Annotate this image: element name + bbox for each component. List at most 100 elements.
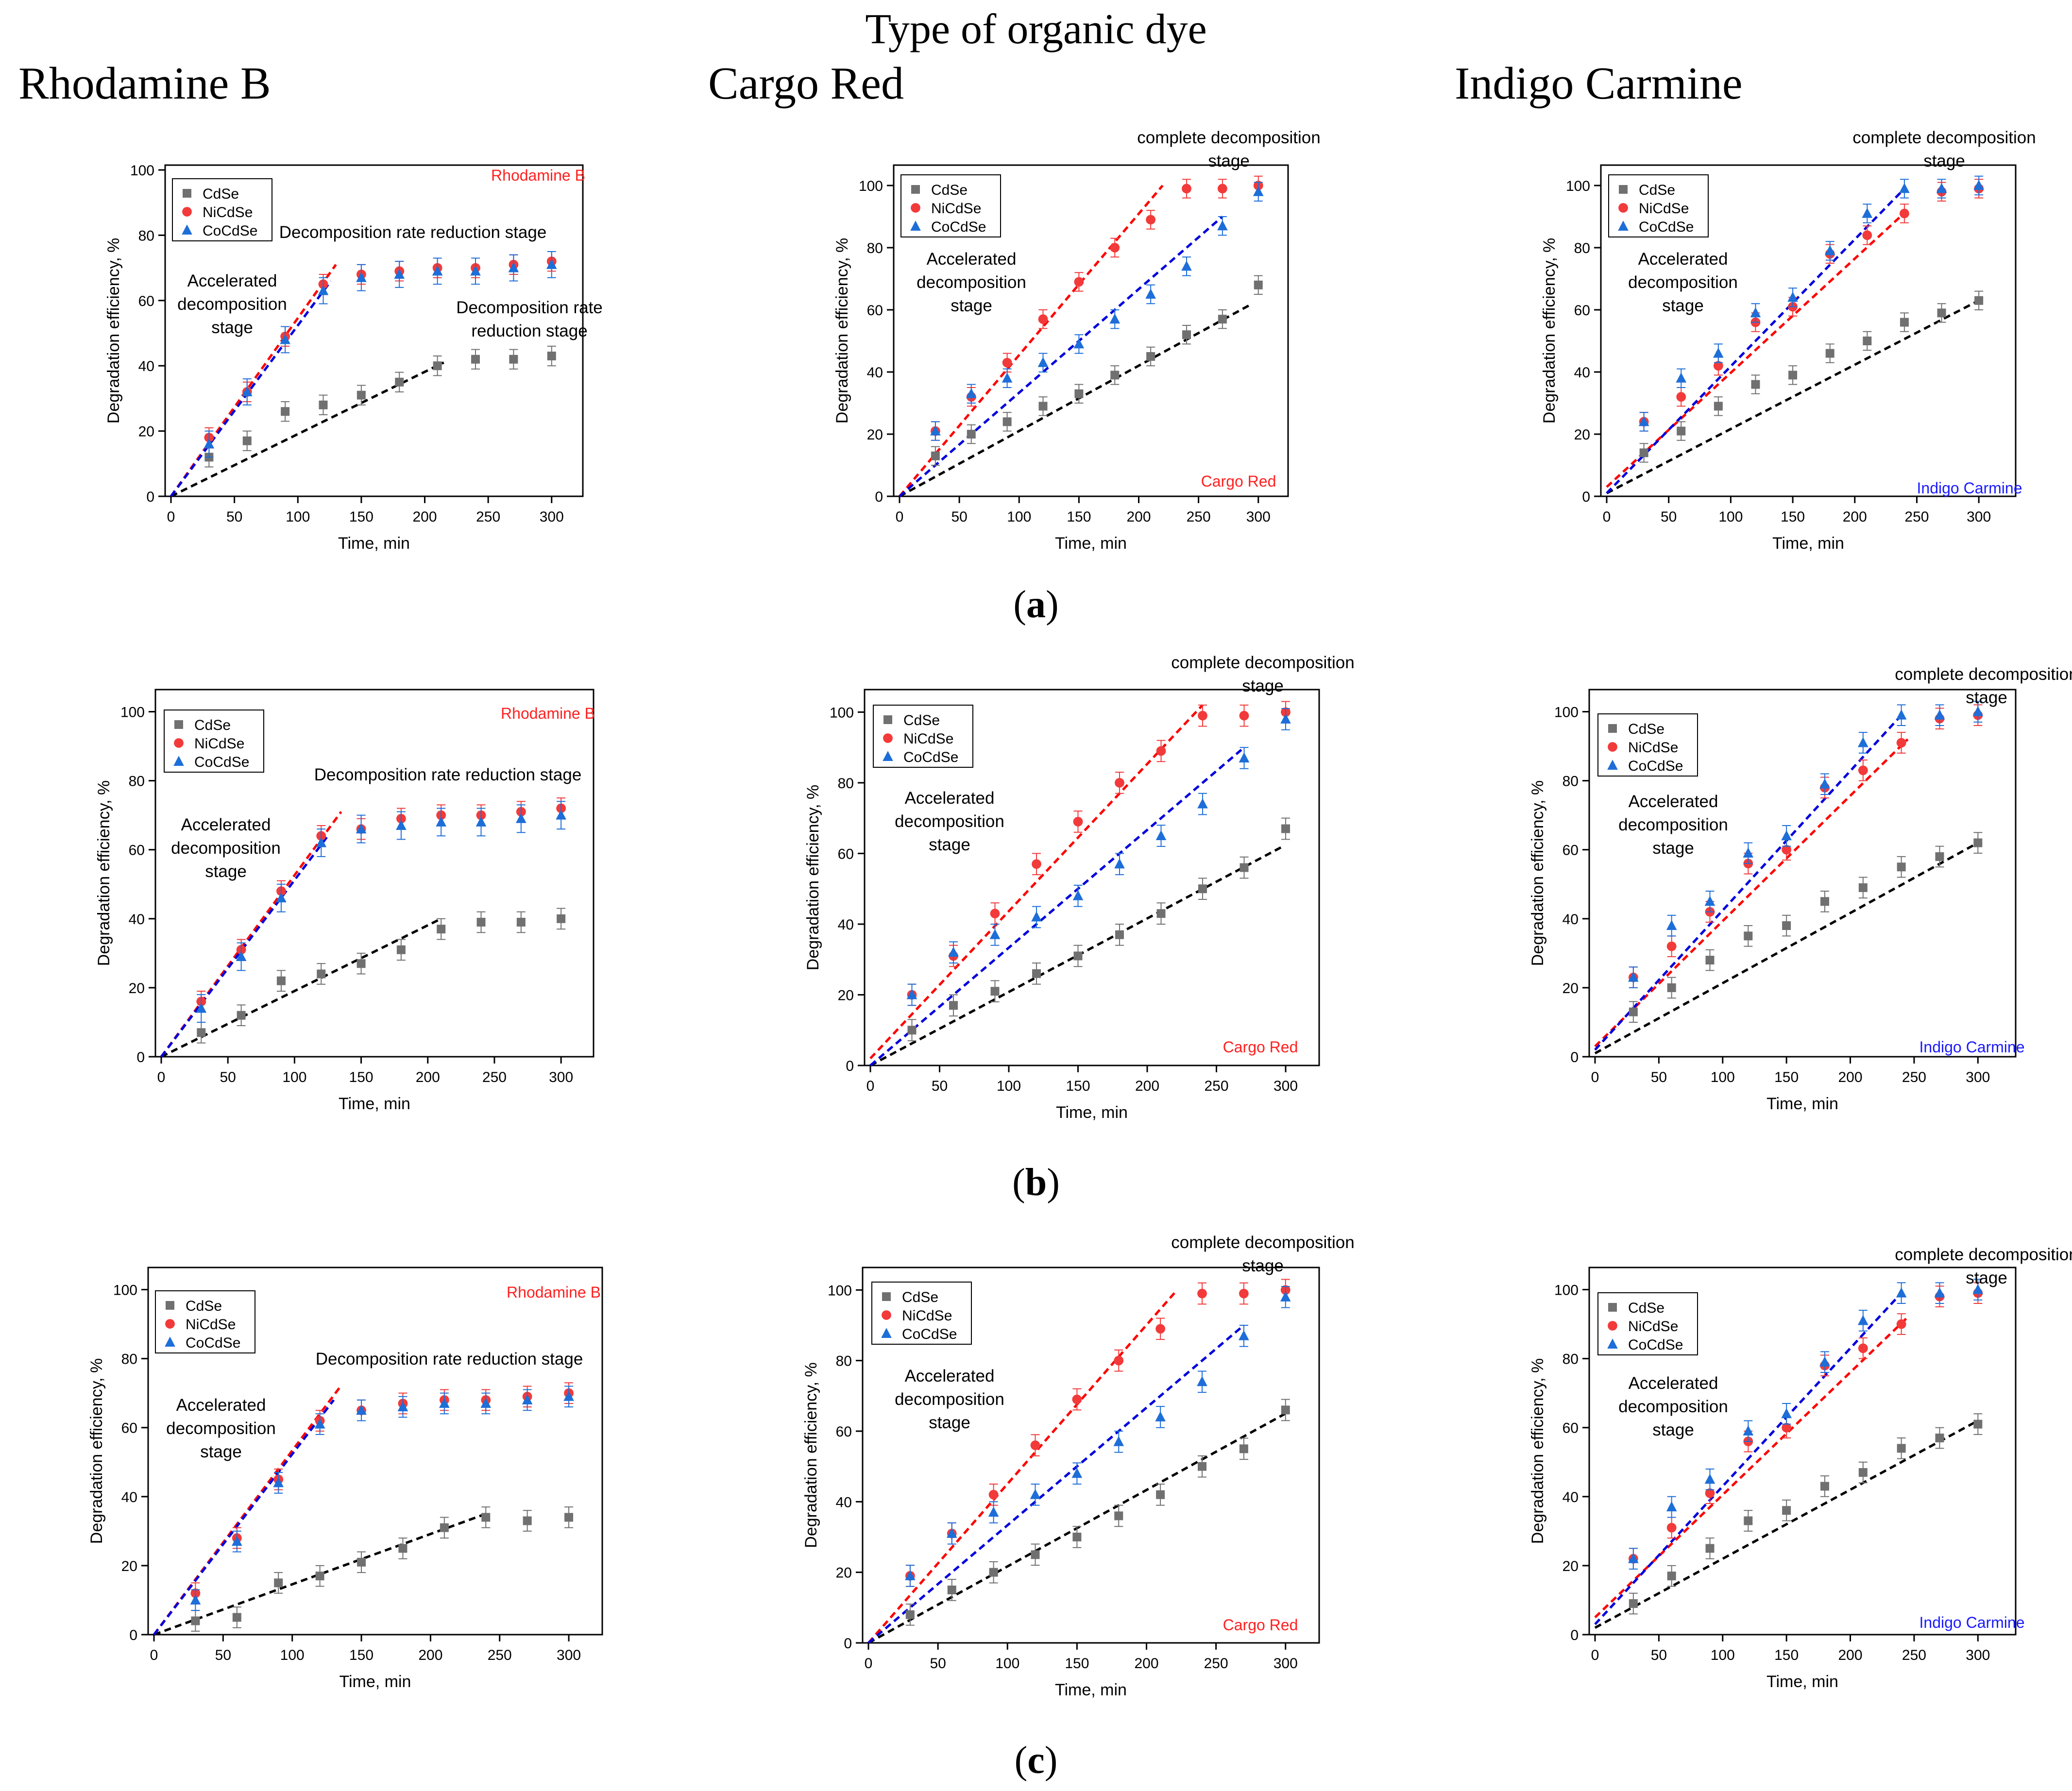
annotation-line: stage bbox=[1242, 676, 1284, 695]
fit-line-cdse bbox=[153, 1512, 487, 1636]
x-tick-label: 200 bbox=[416, 1069, 440, 1085]
point-cdse bbox=[357, 959, 366, 968]
point-cocdse bbox=[1781, 830, 1792, 841]
x-tick-label: 300 bbox=[557, 1647, 581, 1663]
point-cocdse bbox=[236, 951, 247, 961]
legend-label-cocdse: CoCdSe bbox=[1639, 219, 1694, 235]
y-tick-label: 80 bbox=[836, 1353, 852, 1369]
point-cdse bbox=[1031, 1550, 1040, 1559]
legend-label-cdse: CdSe bbox=[903, 712, 940, 728]
annotation-line: stage bbox=[929, 1413, 970, 1432]
point-cocdse bbox=[1253, 186, 1264, 196]
x-tick-label: 100 bbox=[282, 1069, 306, 1085]
point-cocdse bbox=[196, 1002, 207, 1013]
point-nicdse bbox=[1198, 710, 1207, 721]
point-cdse bbox=[967, 430, 976, 439]
x-tick-label: 150 bbox=[1066, 1078, 1090, 1094]
y-tick-label: 100 bbox=[130, 163, 154, 179]
y-tick-label: 40 bbox=[836, 1494, 852, 1510]
point-cocdse bbox=[1155, 1411, 1166, 1421]
point-cdse bbox=[232, 1613, 241, 1622]
point-cdse bbox=[1281, 824, 1290, 833]
point-cdse bbox=[1240, 863, 1249, 872]
point-cocdse bbox=[1973, 180, 1984, 190]
point-cocdse bbox=[1638, 416, 1649, 426]
point-cocdse bbox=[1676, 372, 1687, 383]
chart-b-rhodamine: 0 50 100 150 200 250 300 0 20 40 60 80 100 Time, min D… bbox=[95, 689, 595, 1113]
fit-line-cocdse bbox=[869, 746, 1245, 1066]
annotation-line: Accelerated bbox=[905, 789, 995, 808]
x-tick-label: 100 bbox=[995, 1656, 1019, 1672]
plot-frame bbox=[893, 164, 1289, 497]
point-cdse bbox=[1900, 318, 1909, 327]
point-cdse bbox=[1973, 838, 1983, 847]
annotation-line: stage bbox=[1242, 1256, 1284, 1275]
point-cdse bbox=[1820, 897, 1829, 906]
point-cdse bbox=[242, 436, 252, 445]
point-nicdse bbox=[1114, 1355, 1124, 1366]
x-tick-label: 100 bbox=[1007, 509, 1031, 525]
y-tick-label: 100 bbox=[830, 705, 854, 721]
legend-label-nicdse: NiCdSe bbox=[1628, 1318, 1678, 1335]
annotation-line: stage bbox=[1966, 1268, 2007, 1287]
legend-label-cocdse: CoCdSe bbox=[203, 223, 257, 239]
point-cocdse bbox=[1628, 971, 1639, 982]
y-tick-label: 20 bbox=[1562, 980, 1579, 997]
point-nicdse bbox=[1782, 1422, 1792, 1433]
point-cdse bbox=[523, 1516, 532, 1525]
x-tick-label: 0 bbox=[157, 1069, 166, 1085]
x-axis-label: Time, min bbox=[339, 1095, 410, 1113]
legend-label-cdse: CdSe bbox=[902, 1289, 938, 1305]
point-cdse bbox=[949, 1001, 958, 1010]
point-cdse bbox=[437, 925, 446, 934]
x-tick-label: 200 bbox=[1838, 1069, 1863, 1085]
legend-marker-nicdse bbox=[911, 203, 920, 213]
chart-c-cargo: 0 50 100 150 200 250 300 0 20 40 60 80 100 Time, min D… bbox=[802, 1233, 1355, 1699]
x-tick-label: 50 bbox=[930, 1656, 946, 1672]
point-cdse bbox=[547, 352, 556, 361]
x-tick-label: 0 bbox=[1591, 1647, 1599, 1663]
y-axis-label: Degradation efficiency, % bbox=[104, 238, 123, 423]
legend-marker-cocdse bbox=[165, 1336, 175, 1347]
point-cocdse bbox=[356, 823, 367, 834]
row-label-a: (a) bbox=[1013, 583, 1059, 626]
x-tick-label: 200 bbox=[1843, 509, 1867, 525]
annotation: Accelerated decomposition stage bbox=[1628, 250, 1738, 315]
legend-marker-nicdse bbox=[883, 733, 893, 743]
x-tick-label: 300 bbox=[1274, 1078, 1298, 1094]
point-cdse bbox=[1072, 1533, 1082, 1541]
x-tick-label: 0 bbox=[150, 1647, 158, 1663]
point-nicdse bbox=[1146, 215, 1156, 225]
y-tick-label: 60 bbox=[1574, 303, 1590, 319]
dye-label: Cargo Red bbox=[1223, 1038, 1298, 1056]
point-cocdse bbox=[1781, 1408, 1792, 1419]
point-cdse bbox=[509, 355, 518, 364]
point-cocdse bbox=[1217, 220, 1228, 231]
annotation: complete decomposition stage bbox=[1895, 665, 2072, 707]
point-cdse bbox=[1281, 1405, 1290, 1415]
x-tick-label: 0 bbox=[1591, 1069, 1599, 1085]
point-cocdse bbox=[470, 265, 481, 276]
chart-a-rhodamine: 0 50 100 150 200 250 300 0 20 40 60 80 100 Time, min D… bbox=[104, 163, 603, 553]
point-cocdse bbox=[988, 1506, 999, 1517]
annotation-line: complete decomposition bbox=[1171, 1233, 1354, 1252]
point-cocdse bbox=[232, 1536, 242, 1546]
point-cocdse bbox=[1824, 245, 1835, 255]
point-cocdse bbox=[1109, 313, 1121, 324]
plot-frame bbox=[1588, 689, 2017, 1058]
fit-line-nicdse bbox=[1594, 738, 1909, 1048]
point-cocdse bbox=[1197, 798, 1208, 809]
point-cdse bbox=[947, 1586, 956, 1594]
y-tick-label: 40 bbox=[138, 358, 154, 374]
point-cocdse bbox=[1114, 858, 1125, 869]
y-tick-label: 40 bbox=[838, 917, 854, 933]
point-cdse bbox=[1858, 1468, 1868, 1477]
annotation-line: Decomposition rate reduction stage bbox=[279, 223, 547, 242]
chart-c-indigo: 0 50 100 150 200 250 300 0 20 40 60 80 100 Time, min D… bbox=[1529, 1245, 2072, 1691]
legend-marker-cdse bbox=[883, 715, 892, 724]
legend-marker-nicdse bbox=[1608, 742, 1617, 752]
legend-marker-cocdse bbox=[182, 224, 192, 235]
annotation: Decomposition rate reduction stage bbox=[314, 765, 582, 784]
point-cdse bbox=[1198, 1462, 1206, 1471]
y-tick-label: 40 bbox=[1562, 912, 1579, 928]
